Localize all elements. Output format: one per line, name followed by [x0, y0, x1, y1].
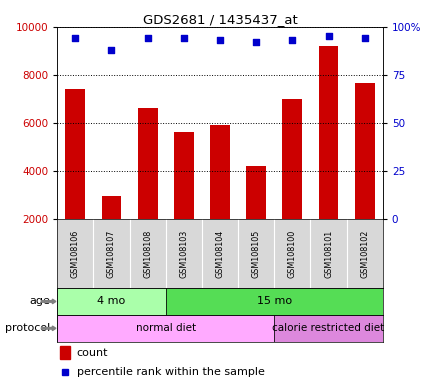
Text: protocol: protocol — [5, 323, 51, 333]
Text: GSM108108: GSM108108 — [143, 229, 152, 278]
Bar — [319, 46, 338, 219]
Text: 4 mo: 4 mo — [97, 296, 125, 306]
Text: GSM108105: GSM108105 — [252, 229, 260, 278]
Text: GSM108104: GSM108104 — [216, 229, 224, 278]
Text: GSM108100: GSM108100 — [288, 229, 297, 278]
Text: 15 mo: 15 mo — [257, 296, 292, 306]
Bar — [166, 288, 383, 315]
Point — [216, 37, 224, 43]
Bar — [282, 99, 302, 219]
Text: age: age — [30, 296, 51, 306]
Bar — [60, 346, 70, 359]
Point — [325, 33, 332, 40]
Text: GSM108107: GSM108107 — [107, 229, 116, 278]
Text: GSM108103: GSM108103 — [180, 229, 188, 278]
Bar — [66, 89, 85, 219]
Bar — [57, 288, 166, 315]
Text: GSM108106: GSM108106 — [71, 229, 80, 278]
Bar — [210, 125, 230, 219]
Point — [361, 35, 368, 41]
Bar — [274, 315, 383, 342]
Text: count: count — [77, 348, 108, 358]
Title: GDS2681 / 1435437_at: GDS2681 / 1435437_at — [143, 13, 297, 26]
Text: normal diet: normal diet — [136, 323, 196, 333]
Point — [253, 39, 260, 45]
Text: GSM108101: GSM108101 — [324, 229, 333, 278]
Point — [289, 37, 296, 43]
Text: calorie restricted diet: calorie restricted diet — [272, 323, 385, 333]
Bar — [57, 315, 274, 342]
Point — [108, 47, 115, 53]
Bar — [174, 132, 194, 219]
Point — [72, 35, 79, 41]
Bar — [138, 109, 158, 219]
Bar — [102, 196, 121, 219]
Point — [180, 35, 187, 41]
Text: percentile rank within the sample: percentile rank within the sample — [77, 367, 264, 377]
Point — [144, 35, 151, 41]
Bar — [355, 83, 375, 219]
Bar — [246, 166, 266, 219]
Text: GSM108102: GSM108102 — [360, 229, 369, 278]
